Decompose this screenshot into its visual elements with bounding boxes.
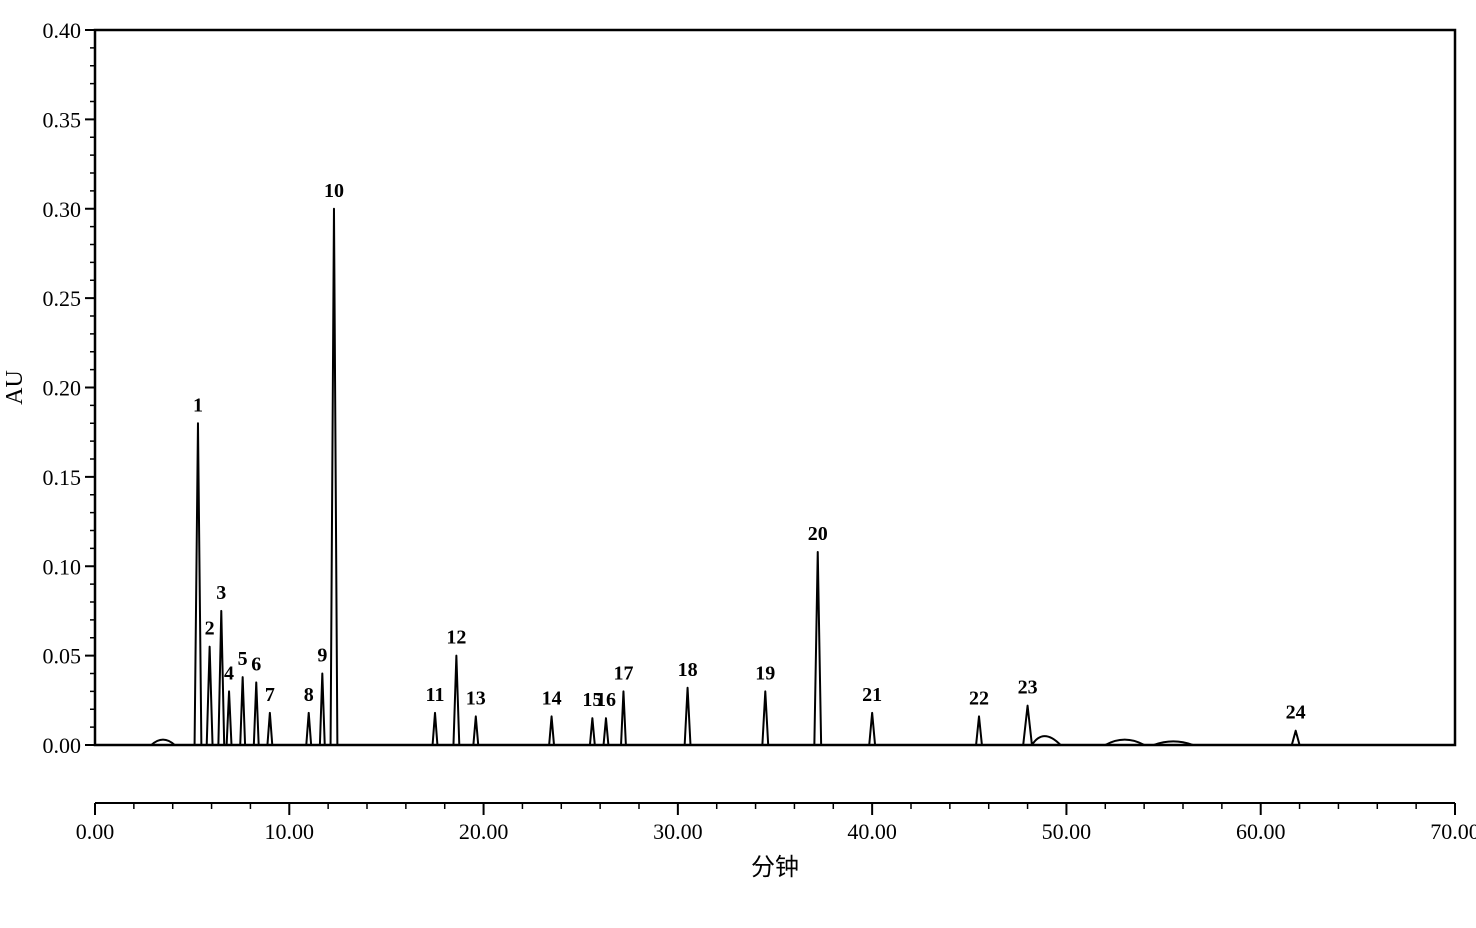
y-axis-title: AU — [2, 370, 28, 405]
peak-label: 24 — [1286, 702, 1306, 724]
y-tick-label: 0.30 — [43, 197, 82, 222]
peak-label: 10 — [324, 180, 344, 202]
y-tick-label: 0.35 — [43, 107, 82, 132]
peak-labels: 123456789101112131415161718192021222324 — [193, 180, 1306, 724]
y-tick-label: 0.00 — [43, 733, 82, 758]
x-tick-label: 30.00 — [653, 819, 703, 844]
trace-line — [134, 209, 1455, 745]
peak-label: 2 — [205, 618, 215, 640]
chromatogram-trace — [134, 209, 1455, 745]
y-tick-label: 0.05 — [43, 644, 82, 669]
y-axis-ticks: 0.00 0.05 0.10 0.15 0.20 0.25 0.30 0.35 0.40 — [43, 18, 96, 758]
peak-label: 18 — [678, 659, 698, 681]
peak-label: 22 — [969, 687, 989, 709]
peak-label: 7 — [265, 684, 275, 706]
peak-label: 5 — [238, 648, 248, 670]
y-tick-label: 0.25 — [43, 286, 82, 311]
x-axis-title: 分钟 — [751, 854, 799, 881]
peak-label: 16 — [596, 689, 616, 711]
peak-label: 1 — [193, 394, 203, 416]
peak-label: 6 — [251, 653, 261, 675]
peak-label: 21 — [862, 684, 882, 706]
x-tick-label: 40.00 — [847, 819, 897, 844]
peak-label: 8 — [304, 684, 314, 706]
peak-label: 17 — [613, 662, 633, 684]
peak-label: 14 — [542, 687, 562, 709]
peak-label: 12 — [446, 627, 466, 649]
peak-label: 19 — [755, 662, 775, 684]
chart-svg: 0.00 0.05 0.10 0.15 0.20 0.25 0.30 0.35 0.40 0.0… — [0, 0, 1476, 928]
chromatogram-chart: 0.00 0.05 0.10 0.15 0.20 0.25 0.30 0.35 0.40 0.0… — [0, 0, 1476, 928]
x-tick-label: 70.00 — [1430, 819, 1476, 844]
y-tick-label: 0.40 — [43, 18, 82, 43]
peak-label: 23 — [1018, 677, 1038, 699]
y-tick-label: 0.10 — [43, 554, 82, 579]
peak-label: 11 — [426, 684, 445, 706]
x-tick-label: 0.00 — [76, 819, 115, 844]
y-tick-label: 0.20 — [43, 376, 82, 401]
peak-label: 4 — [224, 662, 234, 684]
peak-label: 20 — [808, 523, 828, 545]
y-tick-label: 0.15 — [43, 465, 82, 490]
x-axis-ticks: 0.00 10.00 20.00 30.00 40.00 50.00 60.00 70.00 — [76, 803, 1476, 844]
peak-label: 9 — [317, 645, 327, 667]
peak-label: 13 — [466, 687, 486, 709]
plot-frame — [95, 30, 1455, 745]
x-tick-label: 50.00 — [1042, 819, 1092, 844]
x-tick-label: 60.00 — [1236, 819, 1286, 844]
x-tick-label: 10.00 — [265, 819, 315, 844]
x-tick-label: 20.00 — [459, 819, 509, 844]
peak-label: 3 — [216, 582, 226, 604]
